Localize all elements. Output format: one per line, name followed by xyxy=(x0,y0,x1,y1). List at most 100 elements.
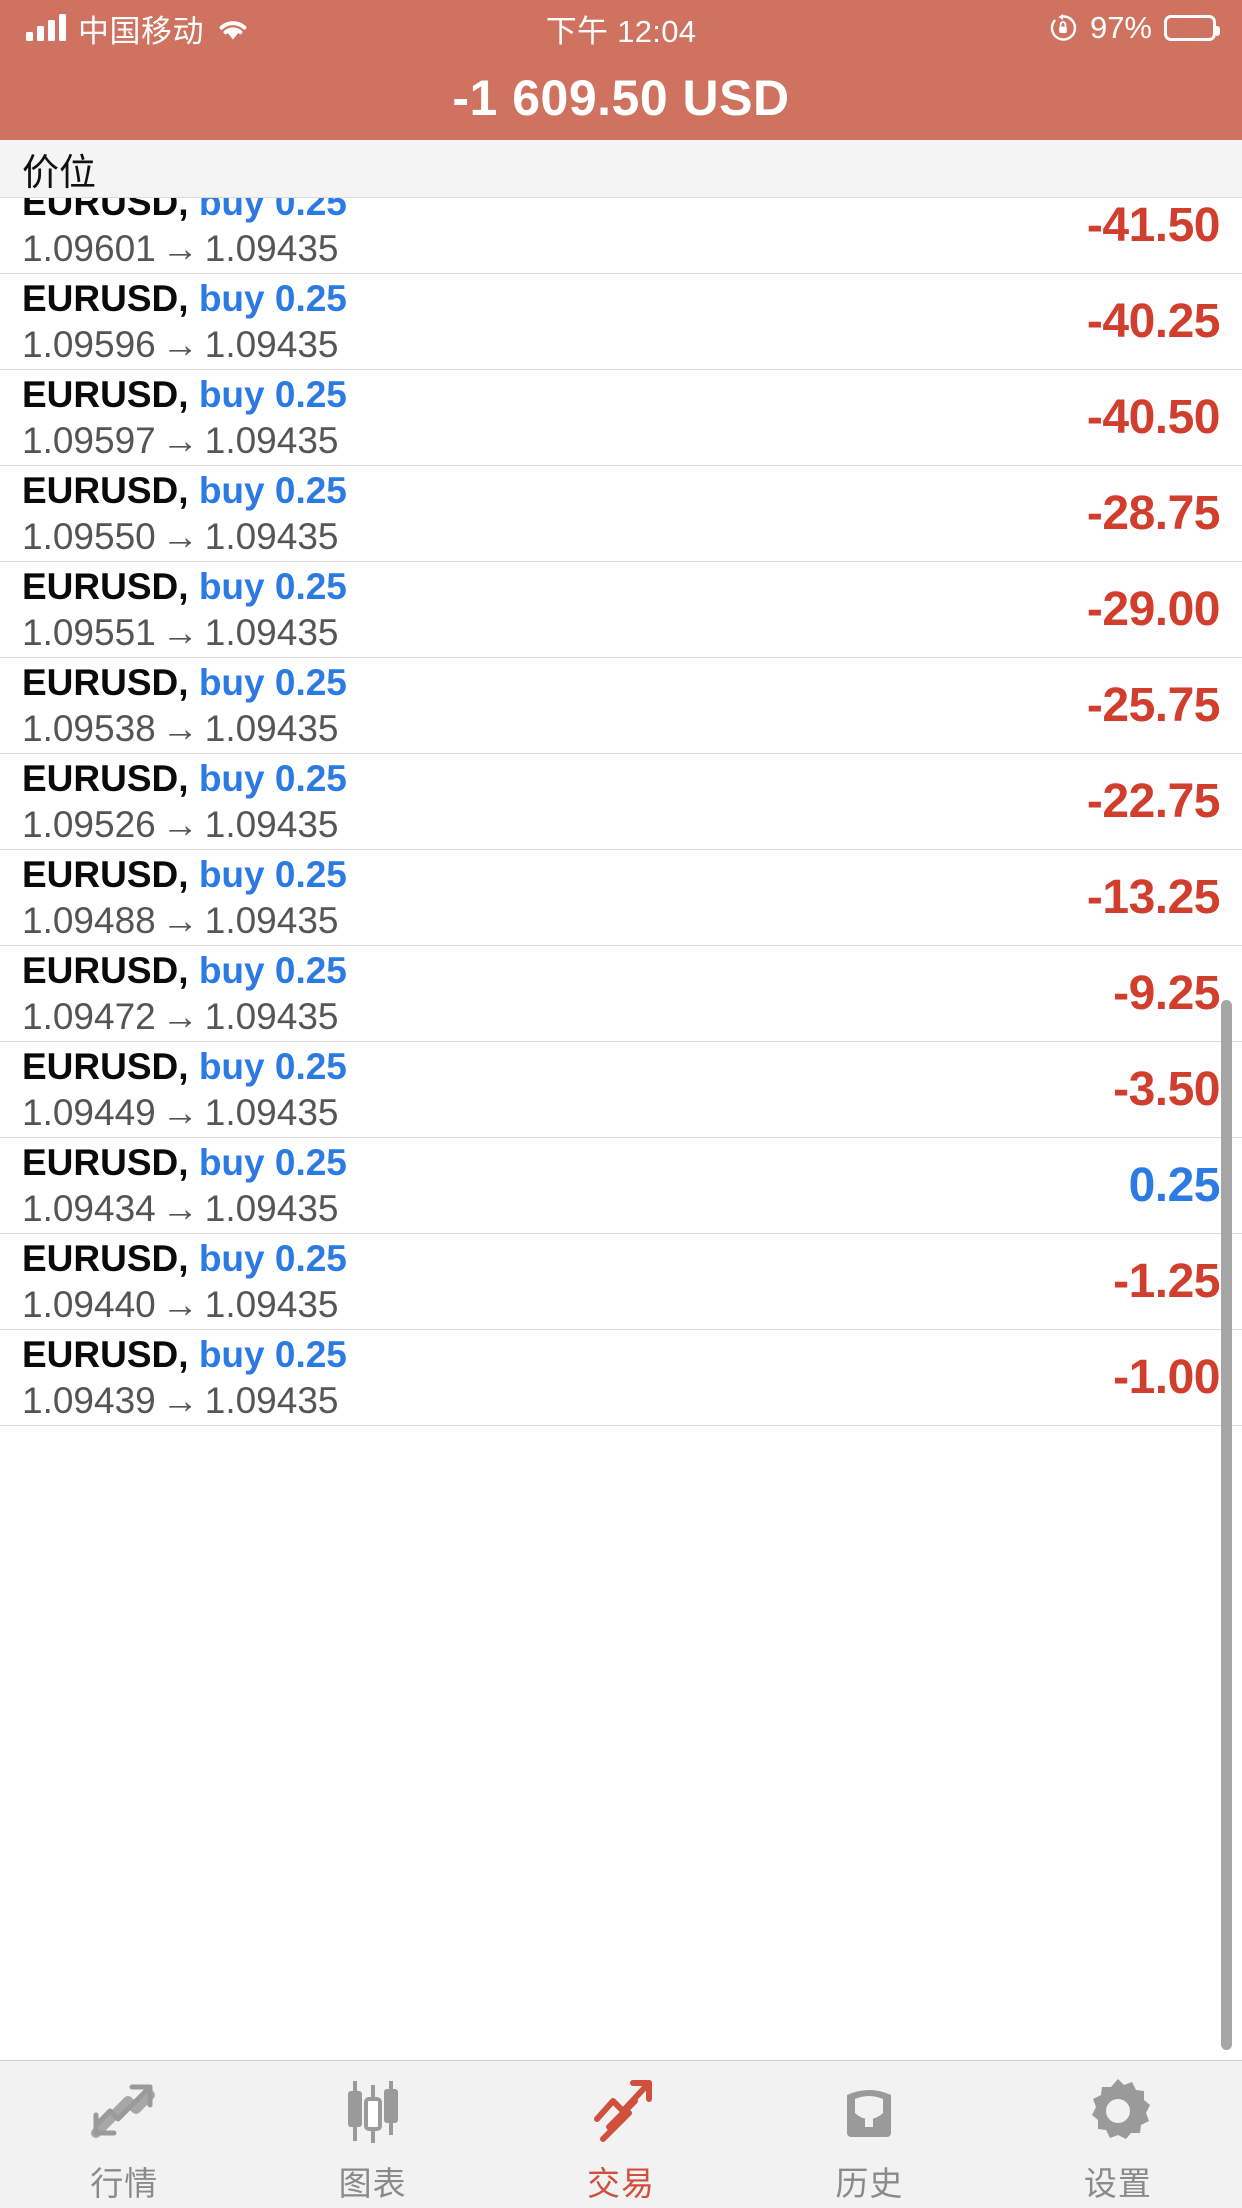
tab-label: 历史 xyxy=(835,2164,904,2202)
volume-label: 0.25 xyxy=(274,662,347,704)
position-info: EURUSD, buy 0.25 1.09439 → 1.09435 xyxy=(22,1334,347,1421)
position-symbol: EURUSD, buy 0.25 xyxy=(22,950,347,991)
battery-icon xyxy=(1164,15,1220,41)
table-row[interactable]: EURUSD, buy 0.25 1.09596 → 1.09435 -40.25 xyxy=(0,274,1242,370)
table-row[interactable]: EURUSD, buy 0.25 1.09526 → 1.09435 -22.75 xyxy=(0,754,1242,850)
arrow-right-icon: → xyxy=(161,1187,199,1229)
positions-rows: EURUSD, buy 0.251.09600→1.09435-41.25EUR… xyxy=(0,140,1242,1426)
close-price-label: 1.09435 xyxy=(204,1283,339,1325)
tab-label: 行情 xyxy=(90,2164,159,2202)
positions-list[interactable]: EURUSD, buy 0.251.09600→1.09435-41.25EUR… xyxy=(0,140,1242,2060)
position-prices: 1.09538 → 1.09435 xyxy=(22,708,347,749)
position-prices: 1.09449 → 1.09435 xyxy=(22,1092,347,1133)
table-row[interactable]: EURUSD, buy 0.25 1.09472 → 1.09435 -9.25 xyxy=(0,946,1242,1042)
balance-header: -1 609.50 USD xyxy=(0,56,1242,140)
position-side-volume: buy 0.25 xyxy=(199,470,347,511)
close-price-label: 1.09435 xyxy=(204,611,339,653)
position-side-volume: buy 0.25 xyxy=(199,854,347,895)
status-bar-left: 中国移动 xyxy=(26,6,546,51)
position-profit-value: -25.75 xyxy=(1086,679,1221,732)
position-side-volume: buy 0.25 xyxy=(199,374,347,415)
tab-candlestick-chart[interactable]: 图表 xyxy=(248,2061,496,2208)
tab-label: 图表 xyxy=(338,2164,407,2202)
table-row[interactable]: EURUSD, buy 0.25 1.09538 → 1.09435 -25.75 xyxy=(0,658,1242,754)
close-price-label: 1.09435 xyxy=(204,323,339,365)
section-header-price: 价位 xyxy=(0,140,1242,198)
open-price-label: 1.09597 xyxy=(22,419,156,461)
arrow-right-icon: → xyxy=(161,227,199,269)
arrow-right-icon: → xyxy=(161,995,199,1037)
position-info: EURUSD, buy 0.25 1.09440 → 1.09435 xyxy=(22,1238,347,1325)
table-row[interactable]: EURUSD, buy 0.25 1.09434 → 1.09435 0.25 xyxy=(0,1138,1242,1234)
side-label: buy xyxy=(198,566,265,608)
position-profit-value: -1.00 xyxy=(1113,1351,1220,1404)
close-price-label: 1.09435 xyxy=(204,707,339,749)
open-price-label: 1.09434 xyxy=(22,1187,156,1229)
volume-label: 0.25 xyxy=(274,470,347,512)
close-price-label: 1.09435 xyxy=(204,995,339,1037)
signal-bars-icon xyxy=(26,14,66,41)
symbol-label: EURUSD, xyxy=(22,470,189,512)
side-label: buy xyxy=(198,758,265,800)
table-row[interactable]: EURUSD, buy 0.25 1.09551 → 1.09435 -29.00 xyxy=(0,562,1242,658)
position-side-volume: buy 0.25 xyxy=(199,1334,347,1375)
position-prices: 1.09551 → 1.09435 xyxy=(22,612,347,653)
close-price-label: 1.09435 xyxy=(204,1379,339,1421)
position-symbol: EURUSD, buy 0.25 xyxy=(22,854,347,895)
arrow-right-icon: → xyxy=(161,803,199,845)
position-info: EURUSD, buy 0.25 1.09538 → 1.09435 xyxy=(22,662,347,749)
bottom-tab-bar: 行情 图表 交易 历史 设置 xyxy=(0,2060,1242,2208)
volume-label: 0.25 xyxy=(274,950,347,992)
position-profit-value: -40.50 xyxy=(1086,391,1221,444)
position-info: EURUSD, buy 0.25 1.09550 → 1.09435 xyxy=(22,470,347,557)
position-info: EURUSD, buy 0.25 1.09597 → 1.09435 xyxy=(22,374,347,461)
table-row[interactable]: EURUSD, buy 0.25 1.09488 → 1.09435 -13.25 xyxy=(0,850,1242,946)
position-prices: 1.09550 → 1.09435 xyxy=(22,516,347,557)
tab-quotes-arrows[interactable]: 行情 xyxy=(0,2061,248,2208)
side-label: buy xyxy=(198,662,265,704)
vertical-scrollbar[interactable] xyxy=(1221,1000,1232,2050)
tab-history-bag[interactable]: 历史 xyxy=(745,2061,993,2208)
position-profit-value: -28.75 xyxy=(1086,487,1221,540)
close-price-label: 1.09435 xyxy=(204,515,339,557)
symbol-label: EURUSD, xyxy=(22,1142,189,1184)
position-prices: 1.09488 → 1.09435 xyxy=(22,900,347,941)
open-price-label: 1.09538 xyxy=(22,707,156,749)
side-label: buy xyxy=(198,1238,265,1280)
close-price-label: 1.09435 xyxy=(204,1187,339,1229)
volume-label: 0.25 xyxy=(274,1238,347,1280)
position-prices: 1.09434 → 1.09435 xyxy=(22,1188,347,1229)
tab-gear[interactable]: 设置 xyxy=(994,2061,1242,2208)
position-symbol: EURUSD, buy 0.25 xyxy=(22,758,347,799)
table-row[interactable]: EURUSD, buy 0.25 1.09439 → 1.09435 -1.00 xyxy=(0,1330,1242,1426)
volume-label: 0.25 xyxy=(274,1142,347,1184)
arrow-right-icon: → xyxy=(161,707,199,749)
quotes-arrows-icon xyxy=(85,2075,163,2147)
close-price-label: 1.09435 xyxy=(204,803,339,845)
account-balance-label: -1 609.50 USD xyxy=(452,70,790,126)
position-profit-value: -29.00 xyxy=(1086,583,1221,636)
table-row[interactable]: EURUSD, buy 0.25 1.09550 → 1.09435 -28.75 xyxy=(0,466,1242,562)
symbol-label: EURUSD, xyxy=(22,1334,189,1376)
table-row[interactable]: EURUSD, buy 0.25 1.09440 → 1.09435 -1.25 xyxy=(0,1234,1242,1330)
status-bar: 中国移动 下午 12:04 97% xyxy=(0,0,1242,56)
position-profit-value: -41.50 xyxy=(1086,199,1221,252)
table-row[interactable]: EURUSD, buy 0.25 1.09449 → 1.09435 -3.50 xyxy=(0,1042,1242,1138)
position-profit-value: -22.75 xyxy=(1086,775,1221,828)
position-prices: 1.09601 → 1.09435 xyxy=(22,228,347,269)
position-symbol: EURUSD, buy 0.25 xyxy=(22,470,347,511)
position-info: EURUSD, buy 0.25 1.09488 → 1.09435 xyxy=(22,854,347,941)
position-side-volume: buy 0.25 xyxy=(199,662,347,703)
symbol-label: EURUSD, xyxy=(22,854,189,896)
position-side-volume: buy 0.25 xyxy=(199,278,347,319)
close-price-label: 1.09435 xyxy=(204,419,339,461)
table-row[interactable]: EURUSD, buy 0.25 1.09597 → 1.09435 -40.50 xyxy=(0,370,1242,466)
position-info: EURUSD, buy 0.25 1.09526 → 1.09435 xyxy=(22,758,347,845)
side-label: buy xyxy=(198,470,265,512)
tab-trade-trend-arrow[interactable]: 交易 xyxy=(497,2061,745,2208)
arrow-right-icon: → xyxy=(161,1283,199,1325)
carrier-label: 中国移动 xyxy=(78,13,204,49)
open-price-label: 1.09550 xyxy=(22,515,156,557)
position-info: EURUSD, buy 0.25 1.09434 → 1.09435 xyxy=(22,1142,347,1229)
